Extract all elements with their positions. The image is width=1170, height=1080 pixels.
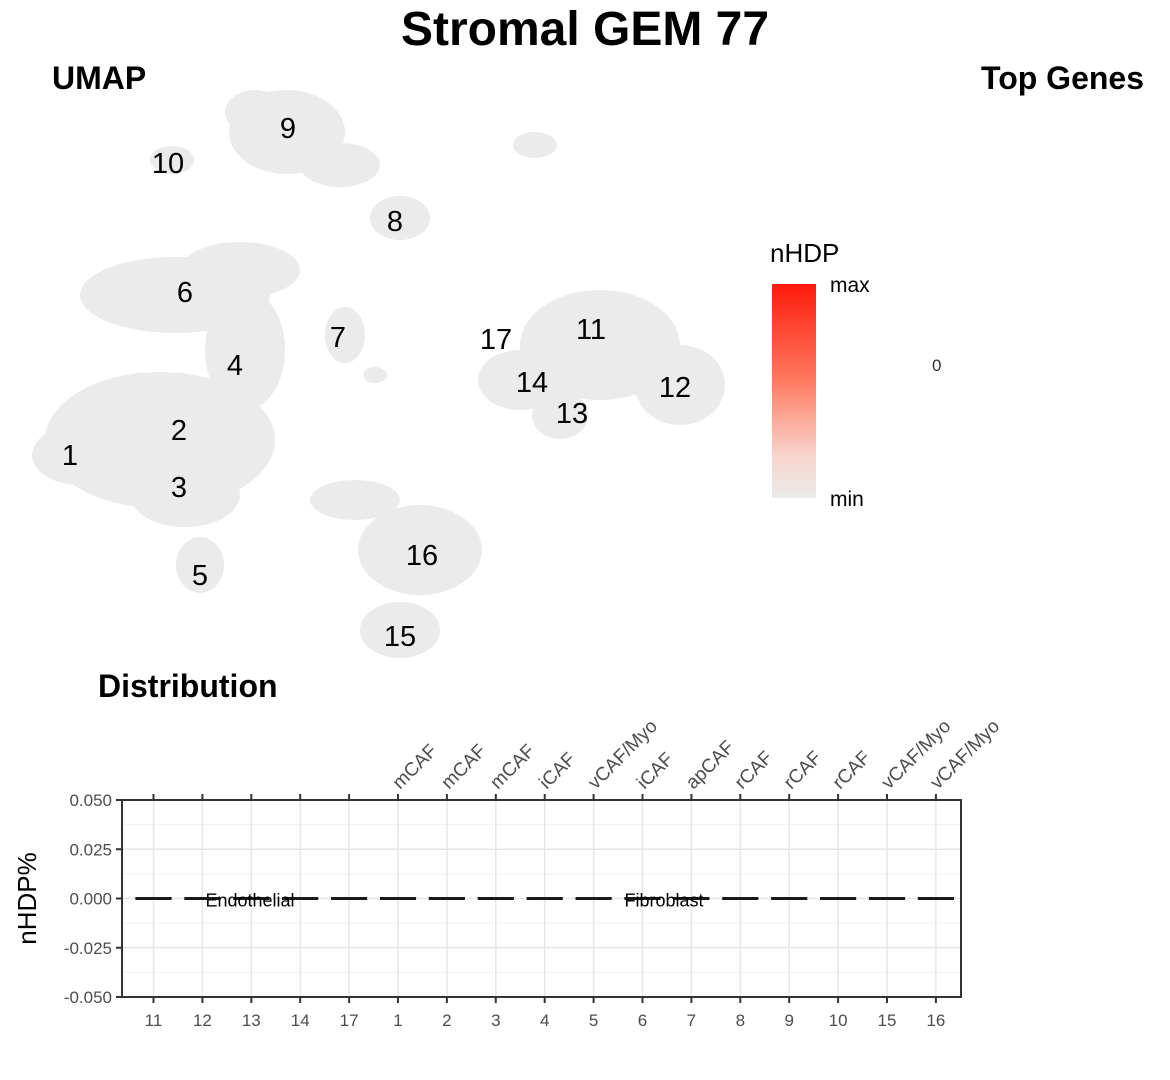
x-tick-label: 6 [638,1011,647,1030]
bar [917,897,954,900]
bar [624,897,661,900]
y-tick-label: 0.000 [69,890,112,909]
cluster-label: 12 [659,372,691,404]
subtype-label: mCAF [438,741,491,794]
subtype-label: rCAF [731,747,777,793]
cluster-label: 7 [330,322,346,354]
y-tick-label: 0.050 [69,791,112,810]
bar [135,897,172,900]
bar [673,897,710,900]
cluster-label: 16 [406,540,438,572]
x-tick-label: 8 [736,1011,745,1030]
bar [184,897,221,900]
subtype-label: rCAF [780,747,826,793]
y-tick-label: -0.050 [64,988,112,1007]
x-tick-label: 10 [829,1011,848,1030]
umap-cluster-labels: 1 2 3 4 5 6 7 8 9 10 11 12 13 14 15 16 1… [62,113,691,653]
x-tick-label: 14 [291,1011,310,1030]
y-axis-label: nHDP% [12,852,42,944]
cluster-label: 9 [280,113,296,145]
cluster-label: 4 [227,350,243,382]
y-tick-label: -0.025 [64,939,112,958]
x-tick-label: 13 [242,1011,261,1030]
legend-colorbar [772,284,816,498]
bar [868,897,906,900]
x-tick-label: 9 [784,1011,793,1030]
cluster-label: 5 [192,560,208,592]
cluster-label: 10 [152,148,184,180]
x-tick-label: 11 [145,1011,163,1030]
cluster-label: 8 [387,206,403,238]
cluster-label: 17 [480,324,512,356]
cluster-label: 6 [177,277,193,309]
x-tick-label: 15 [878,1011,897,1030]
page-title: Stromal GEM 77 [400,3,770,56]
bar [526,897,563,900]
top-genes-title: Top Genes [981,60,1144,96]
cluster-label: 14 [516,367,548,399]
cluster-label: 13 [556,398,588,430]
x-tick-label: 3 [491,1011,500,1030]
umap-plot: 1 2 3 4 5 6 7 8 9 10 11 12 13 14 15 16 1… [32,90,725,658]
cluster-label: 3 [171,472,187,504]
bar [575,897,612,900]
bar [233,897,270,900]
bar [331,897,368,900]
umap-title: UMAP [52,60,147,96]
x-tick-label: 7 [687,1011,696,1030]
cluster-label: 1 [62,440,78,472]
x-tick-label: 5 [589,1011,598,1030]
cluster-label: 15 [384,621,416,653]
bar [477,897,514,900]
x-tick-label: 2 [442,1011,451,1030]
subtype-label: mCAF [486,741,539,794]
x-tick-label: 1 [393,1011,402,1030]
legend-title: nHDP [770,238,840,268]
group-label: Fibroblast [624,891,703,911]
x-tick-label: 4 [540,1011,549,1030]
subtype-label: iCAF [633,749,678,794]
bar [379,897,417,900]
cluster-label: 2 [171,415,187,447]
x-tick-label: 12 [193,1011,212,1030]
y-tick-label: 0.025 [69,840,112,859]
subtype-label: iCAF [535,749,580,794]
top-genes-value: 0 [932,356,942,375]
bar [820,897,857,900]
subtype-label: apCAF [682,737,739,794]
distribution-chart: Endothelial Fibroblast 0.050 0.025 0.000 -0.0… [12,716,1004,1030]
bar [282,897,319,900]
group-label: Endothelial [205,891,294,911]
distribution-title: Distribution [98,668,278,704]
bar [428,897,465,900]
umap-cell-clouds [32,90,725,658]
legend-max-label: max [830,274,870,297]
x-tick-label: 16 [926,1011,945,1030]
bar [771,897,808,900]
subtype-label: rCAF [829,747,875,793]
subtype-label: mCAF [389,741,442,794]
legend-min-label: min [830,488,864,511]
bar [722,897,759,900]
x-tick-label: 17 [340,1011,359,1030]
cluster-label: 11 [576,314,606,346]
